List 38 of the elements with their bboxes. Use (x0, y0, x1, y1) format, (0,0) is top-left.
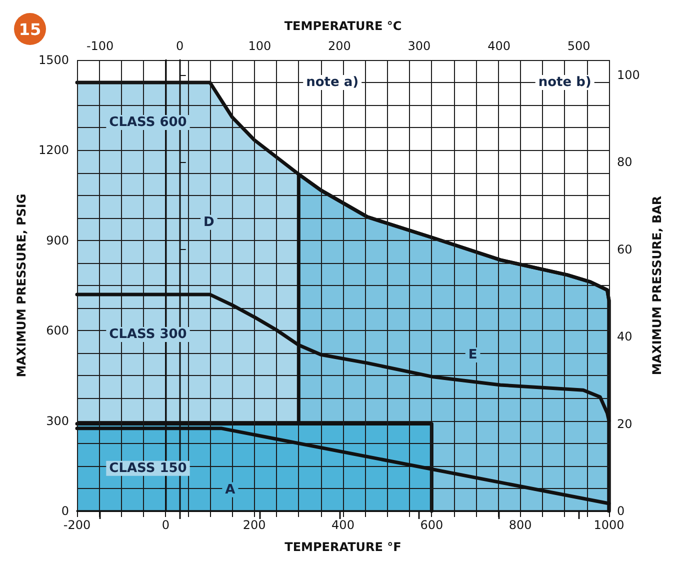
x2-tick-label: 100 (248, 39, 272, 53)
y2-tick-label: 80 (617, 155, 632, 170)
x-tick-label: -200 (63, 518, 91, 532)
x2-axis-title: TEMPERATURE °C (284, 19, 402, 33)
y-tick-label: 600 (46, 324, 69, 338)
x-tick-label: 200 (242, 518, 266, 532)
y-tick-label: 900 (46, 233, 69, 248)
y2-axis-title: MAXIMUM PRESSURE, BAR (650, 196, 664, 376)
x2-tick-label: 0 (176, 39, 184, 53)
annotation: A (225, 482, 236, 498)
y2-tick-label: 20 (617, 416, 632, 431)
annotation: note a) (306, 75, 359, 90)
y-axis-title: MAXIMUM PRESSURE, PSIG (14, 194, 29, 378)
legend-label: CLASS 600 (109, 115, 187, 130)
x-axis-title: TEMPERATURE °F (284, 540, 402, 554)
text: CLASS 150 (109, 460, 187, 476)
x2-tick-label: 400 (488, 39, 510, 53)
y2-tick-label: 0 (617, 504, 625, 518)
y-tick-label: 1200 (38, 143, 69, 158)
x2-tick-label: 500 (567, 39, 590, 53)
y-tick-label: 0 (61, 504, 69, 518)
y2-tick-label: 60 (617, 242, 632, 256)
y2-tick-label: 40 (617, 330, 632, 344)
y-tick-label: 1500 (38, 53, 69, 67)
x-tick-label: 0 (162, 518, 170, 532)
x-tick-label: 1000 (594, 518, 624, 532)
annotation: note b) (538, 75, 592, 90)
x2-tick-label: 300 (408, 39, 431, 53)
annotation: E (468, 347, 478, 362)
x-tick-label: 600 (420, 518, 444, 532)
x2-tick-label: 200 (328, 39, 351, 53)
annotation: D (204, 214, 215, 230)
y2-tick-label: 100 (617, 68, 640, 82)
x2-tick-label: -100 (86, 39, 114, 53)
y-tick-label: 300 (46, 414, 69, 428)
x-tick-label: 800 (508, 518, 532, 532)
x-tick-label: 400 (332, 518, 354, 532)
text: CLASS 300 (109, 327, 187, 342)
